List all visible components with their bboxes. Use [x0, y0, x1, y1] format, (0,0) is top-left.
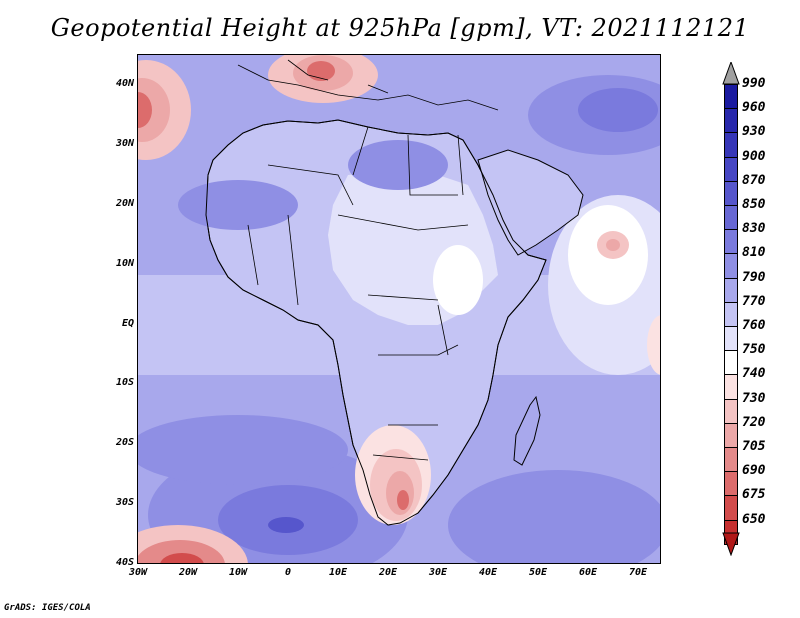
lat-label-20n: 20N [115, 198, 134, 209]
lat-label-10n: 10N [115, 258, 134, 269]
colorbar-level-label: 990 [742, 76, 766, 91]
colorbar-bottom-arrow-icon [722, 532, 740, 556]
southwest-low [138, 540, 225, 563]
colorbar-swatch [724, 84, 738, 110]
colorbar-swatch [724, 471, 738, 497]
colorbar-top-arrow-icon [722, 62, 740, 85]
sahara-high [178, 180, 298, 230]
colorbar-level-label: 930 [742, 124, 766, 140]
colorbar-level-label: 720 [742, 414, 766, 430]
colorbar-swatch [724, 326, 738, 352]
credit-text: GrADS: IGES/COLA [4, 603, 91, 613]
lat-label-30n: 30N [115, 138, 134, 149]
colorbar-swatch [724, 422, 738, 448]
atlantic-south-band [138, 415, 348, 485]
colorbar-swatch [724, 447, 738, 473]
colorbar-level-label: 750 [742, 342, 766, 358]
lat-label-40n: 40N [115, 78, 134, 89]
country-borders [247, 126, 469, 461]
colorbar-swatch [724, 180, 738, 206]
colorbar-swatch [724, 350, 738, 376]
colorbar-level-label: 740 [742, 366, 766, 382]
colorbar-level-label: 830 [742, 221, 766, 237]
europe-low-core [307, 61, 335, 81]
lon-label-10e: 10E [328, 567, 348, 578]
libya-high [348, 140, 448, 190]
colorbar-swatch [724, 229, 738, 255]
colorbar-swatch [724, 108, 738, 134]
colorbar-level-label: 730 [742, 390, 766, 406]
lat-label-30s: 30S [115, 497, 134, 508]
lon-label-20e: 20E [378, 567, 398, 578]
southwest-low-core [160, 553, 204, 563]
colorbar-swatch [724, 132, 738, 158]
lat-label-10s: 10S [115, 377, 134, 388]
colorbar-level-label: 675 [742, 487, 766, 503]
asia-high-core [578, 88, 658, 132]
lon-label-30w: 30W [128, 567, 148, 578]
colorbar-swatch [724, 495, 738, 521]
colorbar-swatch [724, 398, 738, 424]
colorbar-level-label: 810 [742, 245, 766, 261]
lon-label-20w: 20W [178, 567, 198, 578]
east-africa-white [433, 245, 483, 315]
lon-label-70e: 70E [628, 567, 648, 578]
map-panel[interactable] [137, 54, 661, 564]
colorbar-level-label: 770 [742, 293, 766, 309]
map-title: Geopotential Height at 925hPa [gpm], VT:… [50, 14, 750, 42]
lon-label-0: 0 [284, 567, 292, 578]
southern-high-inner [268, 517, 304, 533]
northwest-low-core [138, 92, 152, 128]
colorbar-level-label: 705 [742, 439, 766, 454]
east-edge-light [647, 315, 660, 375]
europe-coastline [237, 59, 499, 111]
lon-label-50e: 50E [528, 567, 548, 578]
indian-ocean-low-core [606, 239, 620, 251]
lon-label-10w: 10W [228, 567, 248, 578]
colorbar-level-label: 650 [742, 511, 766, 527]
northwest-low [138, 78, 170, 142]
lon-label-30e: 30E [428, 567, 448, 578]
colorbar-level-label: 850 [742, 197, 766, 212]
colorbar-level-label: 870 [742, 172, 766, 188]
lat-label-20s: 20S [115, 437, 134, 448]
colorbar-level-label: 960 [742, 100, 766, 116]
africa-coastline [205, 119, 547, 526]
colorbar-level-label: 690 [742, 463, 766, 479]
lon-label-60e: 60E [578, 567, 598, 578]
southeast-high-band [448, 470, 660, 563]
colorbar-swatch [724, 205, 738, 231]
colorbar-swatch [724, 156, 738, 182]
southern-africa-low-center [397, 490, 409, 510]
lat-label-eq: EQ [121, 318, 134, 329]
madagascar-land [513, 395, 541, 466]
colorbar-level-label: 790 [742, 269, 766, 285]
colorbar-swatch [724, 301, 738, 327]
lat-label-40s: 40S [115, 557, 134, 568]
arabia-land [477, 149, 584, 256]
colorbar-swatch [724, 374, 738, 400]
lon-label-40e: 40E [478, 567, 498, 578]
map-canvas [138, 55, 660, 563]
colorbar-swatch [724, 277, 738, 303]
colorbar-level-label: 760 [742, 318, 766, 333]
colorbar-swatch [724, 253, 738, 279]
colorbar-level-label: 900 [742, 148, 766, 164]
